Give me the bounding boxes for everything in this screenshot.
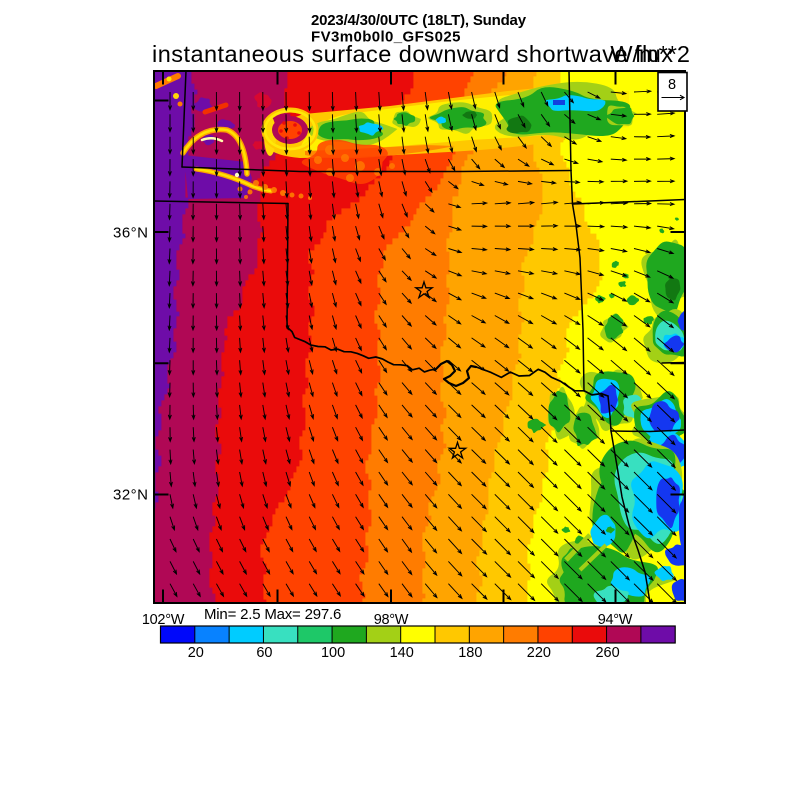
svg-text:220: 220 <box>527 645 551 661</box>
svg-text:20: 20 <box>188 645 204 661</box>
svg-text:Min= 2.5 Max= 297.6: Min= 2.5 Max= 297.6 <box>204 606 341 623</box>
svg-text:102°W: 102°W <box>142 612 185 628</box>
svg-text:60: 60 <box>256 645 272 661</box>
svg-text:260: 260 <box>595 645 619 661</box>
svg-text:instantaneous surface downward: instantaneous surface downward shortwave… <box>152 41 673 67</box>
svg-text:36°N: 36°N <box>113 225 149 242</box>
svg-text:FV3m0b0l0_GFS025: FV3m0b0l0_GFS025 <box>311 29 461 46</box>
svg-text:140: 140 <box>390 645 414 661</box>
svg-text:32°N: 32°N <box>113 487 149 504</box>
svg-text:180: 180 <box>458 645 482 661</box>
svg-text:2023/4/30/0UTC (18LT), Sunday: 2023/4/30/0UTC (18LT), Sunday <box>311 12 527 29</box>
svg-text:W/m**2: W/m**2 <box>610 41 690 67</box>
svg-text:8: 8 <box>668 77 676 93</box>
svg-text:94°W: 94°W <box>598 612 633 628</box>
svg-text:100: 100 <box>321 645 345 661</box>
svg-text:98°W: 98°W <box>374 612 409 628</box>
